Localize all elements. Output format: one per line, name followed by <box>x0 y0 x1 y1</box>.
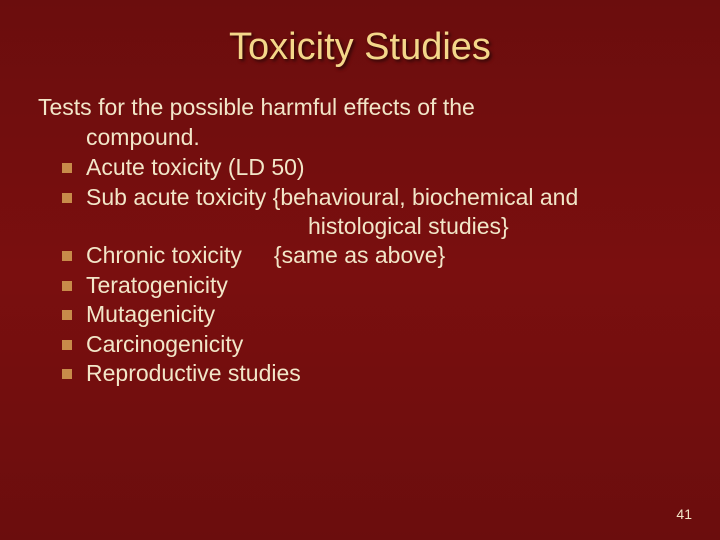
bullet-item: Carcinogenicity <box>38 330 682 359</box>
bullet-item: Sub acute toxicity {behavioural, biochem… <box>38 183 682 212</box>
bullet-item: Teratogenicity <box>38 271 682 300</box>
bullet-square-icon <box>62 163 72 173</box>
bullet-text: Mutagenicity <box>86 300 682 329</box>
slide-body: Tests for the possible harmful effects o… <box>0 93 720 389</box>
bullet-text: Chronic toxicity {same as above} <box>86 241 682 270</box>
bullet-square-icon <box>62 369 72 379</box>
bullet-item: Reproductive studies <box>38 359 682 388</box>
bullet-item: Chronic toxicity {same as above} <box>38 241 682 270</box>
bullet-continuation: histological studies} <box>38 212 682 241</box>
bullet-square-icon <box>62 193 72 203</box>
bullet-text: Acute toxicity (LD 50) <box>86 153 682 182</box>
bullet-square-icon <box>62 251 72 261</box>
bullet-square-icon <box>62 310 72 320</box>
bullet-square-icon <box>62 340 72 350</box>
bullet-text: Teratogenicity <box>86 271 682 300</box>
intro-line-1: Tests for the possible harmful effects o… <box>38 93 682 121</box>
slide-title: Toxicity Studies <box>0 0 720 93</box>
bullet-item: Acute toxicity (LD 50) <box>38 153 682 182</box>
bullet-square-icon <box>62 281 72 291</box>
page-number: 41 <box>676 506 692 522</box>
bullet-item: Mutagenicity <box>38 300 682 329</box>
bullet-text: Sub acute toxicity {behavioural, biochem… <box>86 183 682 212</box>
intro-line-2: compound. <box>38 123 682 151</box>
bullet-text: Reproductive studies <box>86 359 682 388</box>
bullet-text: Carcinogenicity <box>86 330 682 359</box>
